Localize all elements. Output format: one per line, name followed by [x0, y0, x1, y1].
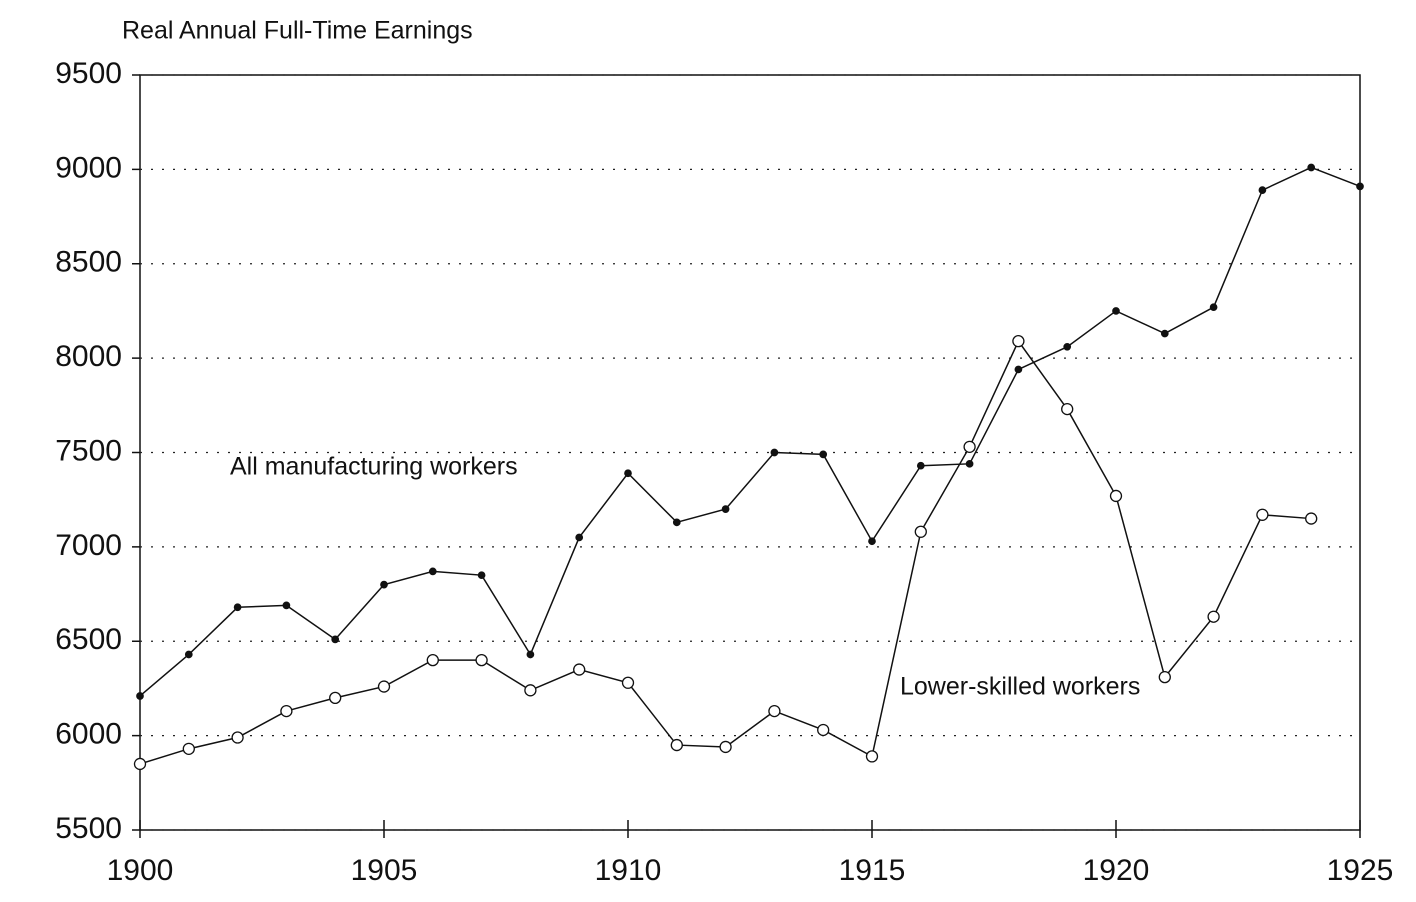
data-point — [426, 653, 439, 667]
data-point — [1256, 508, 1269, 521]
data-point — [133, 757, 147, 771]
data-point — [1207, 610, 1220, 623]
x-tick-label: 1915 — [839, 854, 906, 887]
x-tick-label: 1925 — [1327, 854, 1394, 887]
data-point — [914, 525, 927, 538]
data-point — [331, 635, 340, 644]
data-point — [475, 653, 488, 667]
data-point — [916, 461, 925, 470]
data-point — [231, 731, 244, 744]
data-point — [380, 580, 388, 589]
y-tick-label: 9000 — [55, 151, 122, 184]
y-tick-label: 7500 — [55, 434, 122, 467]
y-tick-label: 6500 — [55, 623, 122, 656]
y-tick-label: 8000 — [55, 340, 122, 373]
data-point — [1356, 182, 1364, 191]
data-point — [819, 450, 828, 459]
data-point — [963, 440, 976, 453]
y-tick-label: 6000 — [55, 718, 122, 751]
data-point — [524, 684, 537, 697]
data-point — [280, 704, 293, 718]
data-point — [1258, 186, 1267, 194]
data-point — [184, 650, 193, 659]
data-point — [182, 742, 195, 755]
y-tick-label: 5500 — [55, 812, 122, 845]
data-point — [575, 533, 584, 542]
data-point — [621, 676, 635, 689]
data-point — [1305, 512, 1318, 525]
data-point — [526, 650, 535, 659]
data-point — [233, 603, 242, 612]
series-label: Lower-skilled workers — [900, 673, 1140, 701]
data-point — [1307, 163, 1316, 172]
data-point — [1061, 402, 1074, 416]
data-point — [1209, 303, 1218, 312]
data-point — [377, 680, 391, 693]
data-point — [1063, 342, 1072, 351]
data-point — [768, 704, 781, 718]
x-tick-label: 1905 — [351, 854, 418, 887]
data-point — [865, 750, 879, 763]
data-point — [624, 469, 632, 478]
y-tick-label: 9500 — [55, 57, 122, 90]
y-axis-label: Real Annual Full-Time Earnings — [122, 17, 473, 45]
x-tick-label: 1920 — [1083, 854, 1150, 887]
data-point — [965, 459, 974, 468]
data-point — [573, 663, 586, 676]
data-point — [1112, 307, 1120, 315]
series-line — [139, 166, 1361, 697]
data-point — [721, 505, 730, 513]
data-point — [670, 738, 683, 752]
x-tick-label: 1910 — [595, 854, 662, 887]
data-point — [329, 691, 342, 705]
data-point — [719, 740, 732, 754]
data-point — [282, 601, 291, 610]
data-point — [672, 518, 681, 527]
data-point — [1158, 670, 1171, 684]
data-point — [770, 448, 779, 457]
x-tick-label: 1900 — [107, 854, 174, 887]
data-point — [1012, 334, 1025, 348]
data-point — [428, 567, 437, 576]
y-tick-label: 7000 — [55, 529, 122, 562]
data-point — [1160, 329, 1169, 338]
data-point — [817, 723, 830, 737]
data-point — [1014, 365, 1023, 374]
data-point — [477, 571, 486, 580]
data-point — [1109, 489, 1123, 503]
y-tick-label: 8500 — [55, 246, 122, 279]
series-label: All manufacturing workers — [230, 453, 518, 481]
data-point — [868, 537, 876, 546]
data-point — [136, 692, 144, 700]
